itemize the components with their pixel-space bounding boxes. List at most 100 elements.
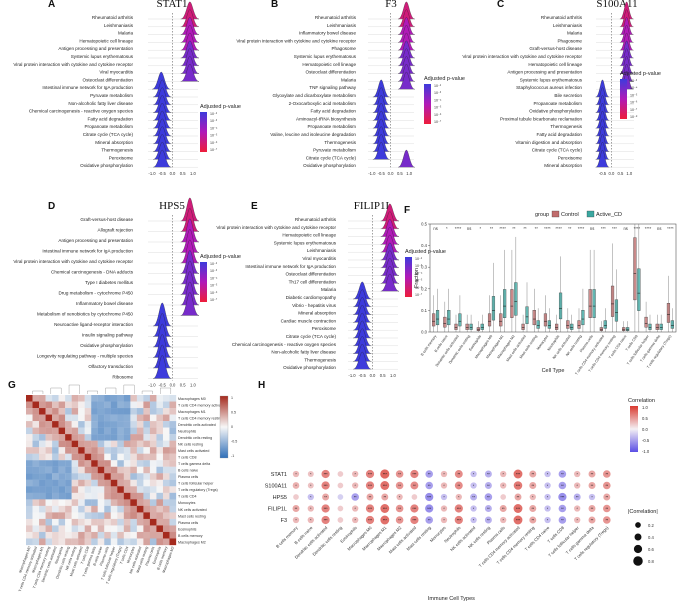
heatmap-cell [123, 525, 131, 533]
panel-letter-E: E [251, 201, 258, 212]
heatmap-cell [143, 486, 151, 493]
heatmap-cell [39, 395, 46, 402]
correlation-dot [395, 516, 404, 524]
significance-star: ** [428, 484, 431, 488]
heatmap-cell [110, 460, 118, 467]
heatmap-cell [156, 408, 164, 415]
pathway-label: 2-Oxocarboxylic acid metabolism [289, 101, 357, 106]
heatmap-cell [26, 401, 33, 409]
box [592, 289, 596, 318]
pathway-label: Longevity regulating pathway - multiple … [37, 354, 134, 359]
heatmap-cell [136, 531, 144, 539]
heatmap-cell [136, 512, 144, 520]
heatmap-cell [52, 538, 59, 546]
heatmap-cell [91, 401, 98, 409]
legend-tick: 10⁻⁴ [415, 271, 423, 275]
box [532, 310, 536, 326]
correlation-dot [573, 493, 581, 501]
heatmap-cell [91, 518, 98, 526]
dendrogram-branch [50, 387, 62, 394]
heatmap-cell [78, 440, 85, 448]
heatmap-cell [52, 486, 59, 493]
heatmap-cell [52, 473, 59, 480]
heatmap-cell [65, 466, 72, 474]
heatmap-cell [117, 492, 124, 500]
correlation-dot [544, 470, 551, 478]
correlation-dot [425, 492, 434, 502]
heatmap-cell [39, 440, 46, 448]
heatmap-cell [71, 460, 79, 467]
correlation-dot [440, 493, 448, 501]
significance-label: **** [667, 226, 674, 231]
heatmap-cell [156, 421, 164, 428]
legend-size-dot [635, 522, 641, 528]
box [447, 310, 451, 326]
heatmap-cell [156, 486, 164, 493]
significance-star: * [473, 484, 475, 488]
heatmap-cell [71, 512, 79, 520]
heatmap-cell [32, 492, 40, 500]
heatmap-cell [149, 453, 157, 461]
legend-tick: 10⁻⁴ [210, 126, 218, 130]
correlation-dot [321, 515, 330, 525]
ridge-density [372, 142, 390, 160]
pathway-label: Inflammatory bowel disease [76, 301, 133, 306]
heatmap-cell [45, 505, 53, 513]
heatmap-cell [156, 518, 164, 526]
significance-label: **** [544, 226, 551, 231]
heatmap-cell [123, 538, 131, 546]
heatmap-cell [110, 421, 118, 428]
significance-label: **** [645, 226, 652, 231]
significance-star: * [399, 495, 401, 499]
correlation-dot [588, 470, 596, 478]
heatmap-cell [169, 453, 177, 461]
heatmap-cell [162, 525, 170, 533]
pathway-label: Ribosome [112, 375, 133, 380]
correlation-dot [365, 481, 375, 490]
significance-star: * [443, 472, 445, 476]
significance-star: *** [324, 472, 329, 476]
gene-label: F3 [281, 518, 287, 524]
heatmap-cell [104, 440, 111, 448]
correlation-dot [337, 517, 344, 523]
heatmap-cell [58, 421, 66, 428]
heatmap-col-label: T cells CD8 [80, 546, 90, 565]
correlation-dot [470, 470, 477, 478]
heatmap-cell [162, 414, 170, 422]
heatmap-cell [117, 440, 124, 448]
heatmap-cell [169, 473, 177, 480]
heatmap-cell [32, 447, 40, 454]
heatmap-cell [143, 518, 151, 526]
pathway-label: Citrate cycle (TCA cycle) [286, 334, 337, 339]
heatmap-cell [123, 512, 131, 520]
significance-star: * [577, 484, 579, 488]
heatmap-cell [39, 499, 46, 507]
heatmap-cell [162, 466, 170, 474]
heatmap-cell [26, 414, 33, 422]
significance-star: * [547, 472, 549, 476]
correlation-dot [292, 482, 300, 489]
correlation-dot [307, 493, 314, 501]
pathway-label: Drug metabolism - cytochrome P450 [58, 291, 133, 296]
heatmap-cell [123, 421, 131, 428]
significance-star: ** [531, 472, 534, 476]
heatmap-cell [91, 473, 98, 480]
correlation-dot [513, 504, 523, 513]
heatmap-cell [71, 505, 79, 513]
heatmap-cell [26, 395, 33, 402]
heatmap-cell [110, 525, 118, 533]
heatmap-cell [58, 518, 66, 526]
legend-tick: 10⁻⁷ [434, 120, 442, 124]
pathway-label: Mineral absorption [298, 311, 336, 316]
pathway-label: Systemic lupus erythematosus [274, 240, 337, 245]
correlation-dot [411, 494, 418, 500]
heatmap-cell [97, 505, 105, 513]
heatmap-cell [97, 466, 105, 474]
heatmap-cell [45, 408, 53, 415]
pathway-label: Thermogenesis [550, 124, 582, 129]
heatmap-cell [104, 492, 111, 500]
colorbar-tick: 0.5 [231, 411, 236, 415]
heatmap-cell [97, 499, 105, 507]
correlation-dot [425, 504, 434, 513]
